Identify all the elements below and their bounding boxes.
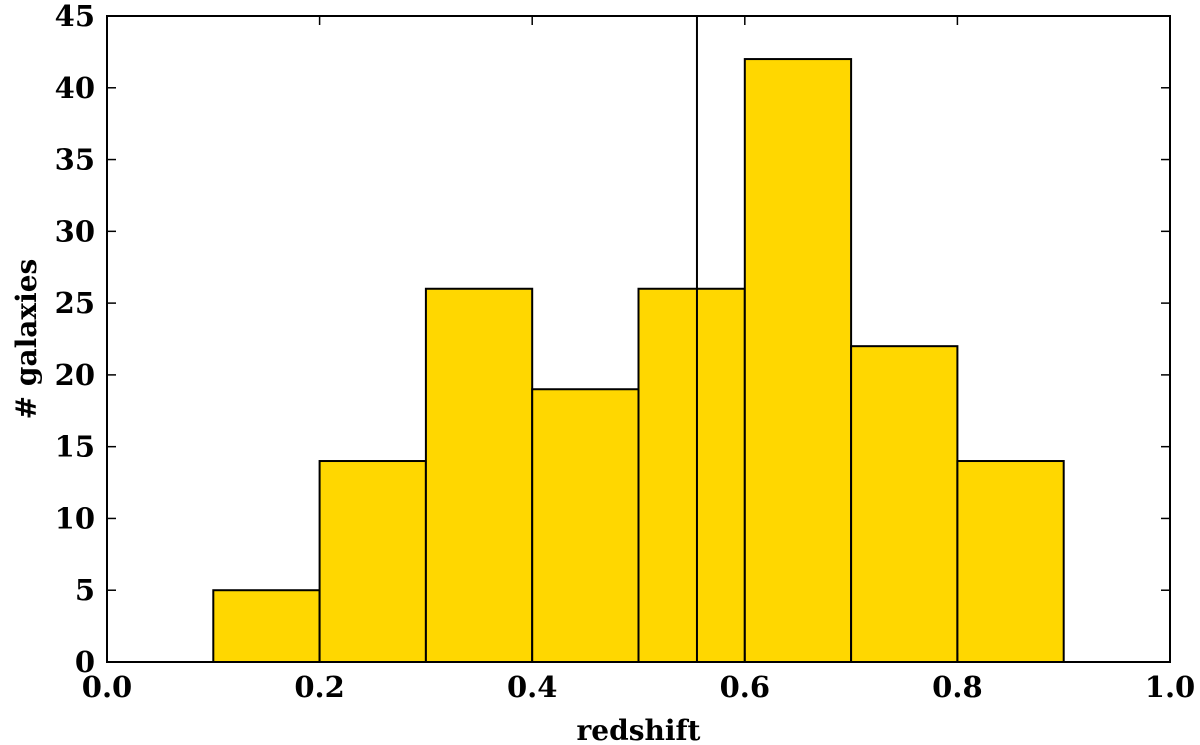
ticks-group: 0.0 0.2 0.4 0.6 0.8 1.0 0 5 10 15 20 25 30 35 40 45 — [55, 0, 1196, 704]
y-axis-label: # galaxies — [10, 259, 43, 420]
x-tick-label: 0.4 — [507, 670, 557, 704]
x-tick-label: 0.0 — [82, 670, 132, 704]
y-tick-label: 0 — [75, 645, 95, 679]
y-tick-label: 15 — [55, 430, 95, 464]
x-tick-label: 0.8 — [932, 670, 982, 704]
y-tick-label: 20 — [55, 358, 95, 392]
bars-group — [212, 58, 1065, 664]
x-tick-label: 0.6 — [720, 670, 770, 704]
x-tick-label: 1.0 — [1145, 670, 1195, 704]
y-tick-label: 30 — [55, 214, 95, 248]
histogram-bar — [743, 58, 853, 664]
x-tick-label: 0.2 — [294, 670, 344, 704]
histogram-bar — [318, 460, 427, 663]
histogram-bar — [850, 345, 959, 663]
histogram-bar — [531, 388, 640, 663]
y-tick-label: 10 — [55, 501, 95, 535]
y-tick-label: 25 — [55, 286, 95, 320]
y-tick-label: 35 — [55, 143, 95, 177]
y-tick-label: 40 — [55, 71, 95, 105]
histogram-bar — [637, 287, 746, 663]
histogram-bar — [424, 287, 534, 663]
histogram-bar — [212, 589, 321, 664]
plot-frame — [106, 15, 1171, 663]
x-axis-label: redshift — [577, 714, 701, 745]
y-tick-label: 45 — [55, 0, 95, 33]
histogram-bar — [956, 460, 1065, 663]
y-tick-label: 5 — [75, 573, 95, 607]
